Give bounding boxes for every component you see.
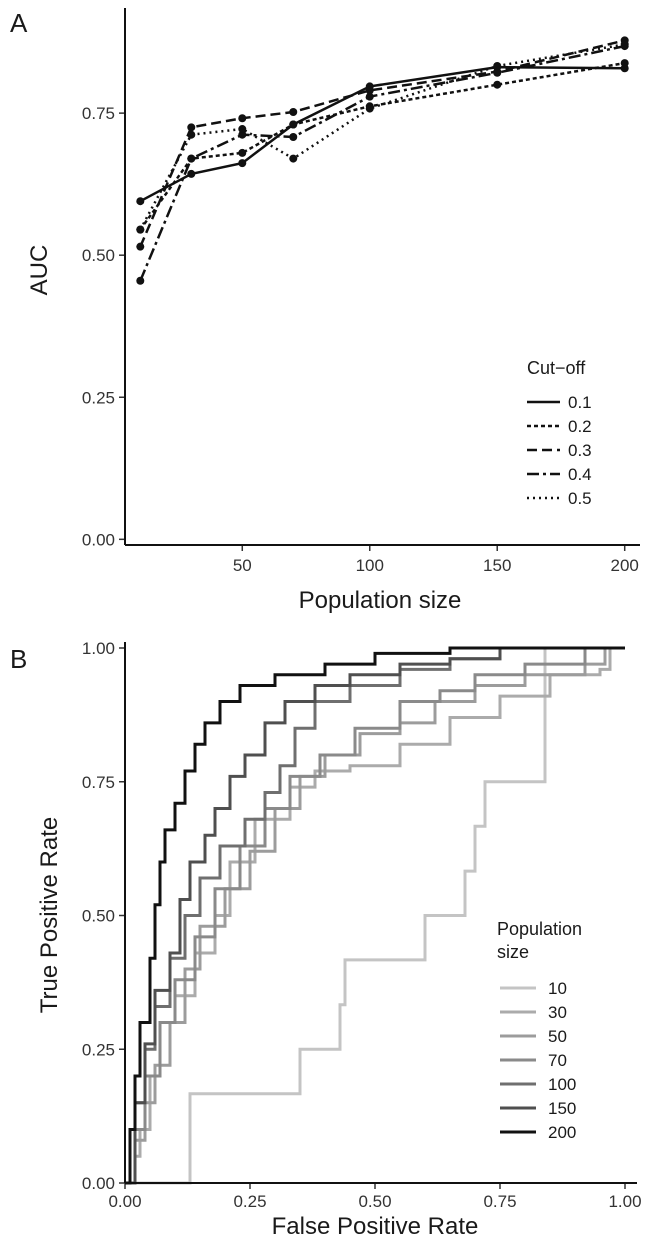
panel-a-point [136,225,145,234]
panel-a-point [493,80,502,89]
panel-a-point [238,130,247,139]
panel-b-roc-curve-10 [125,646,625,1185]
panel-b-roc-curve-150 [125,646,625,1185]
panel-b-legend-label-50: 50 [548,1027,567,1046]
panel-a-legend: Cut−off 0.1 0.2 0.3 0.4 0.5 [527,358,592,508]
panel-b-y-tick-label: 1.00 [82,639,115,658]
panel-a-series [136,36,629,285]
panel-a-y-tick-label: 0.50 [82,246,115,265]
panel-b-legend-label-10: 10 [548,979,567,998]
panel-a-point [365,86,374,95]
panel-a-line-0.5 [139,43,625,231]
panel-b-legend-title-line-1: Population [497,919,582,939]
panel-a-legend-label-0.3: 0.3 [568,441,592,460]
panel-a-y-tick-label: 0.00 [82,530,115,549]
panel-a-ticks: 0.00 0.25 0.50 0.75 50 100 150 200 [82,104,639,575]
panel-b-x-axis-label: False Positive Rate [272,1213,479,1240]
panel-a-axes [124,8,640,546]
panel-a-x-tick-label: 150 [483,556,511,575]
panel-b-legend-label-150: 150 [548,1099,576,1118]
panel-a-x-axis-label: Population size [299,587,462,614]
panel-a-point [187,169,196,178]
panel-b-legend-label-200: 200 [548,1123,576,1142]
panel-a-point [493,61,502,70]
panel-a-line-0.4 [139,44,625,282]
panel-b-x-tick-label: 0.75 [483,1192,516,1211]
panel-b-y-tick-label: 0.75 [82,773,115,792]
panel-a-x-tick-label: 50 [233,556,252,575]
panel-a-point [238,114,247,123]
panel-b-x-tick-label: 1.00 [608,1192,641,1211]
panel-a-line-0.1 [139,65,625,203]
panel-b: B 0.00 0.25 0.50 0.75 1.00 0.00 0.25 0.50 0.75 1.… [10,639,642,1240]
panel-a-point [238,125,247,134]
panel-a-legend-label-0.1: 0.1 [568,393,592,412]
panel-b-x-tick-label: 0.50 [358,1192,391,1211]
panel-a-point [136,276,145,285]
panel-a-y-tick-label: 0.75 [82,104,115,123]
panel-a-point [365,104,374,113]
panel-a-point [187,130,196,139]
panel-a-legend-label-0.2: 0.2 [568,417,592,436]
panel-b-label: B [10,644,27,674]
panel-b-roc-curve-200 [125,646,625,1185]
panel-b-axes [124,642,637,1184]
panel-a-x-tick-label: 200 [611,556,639,575]
panel-a-y-axis-label: AUC [26,245,53,296]
panel-a-y-tick-label: 0.25 [82,388,115,407]
panel-b-x-tick-label: 0.00 [108,1192,141,1211]
panel-a-point [289,120,298,129]
panel-b-legend-title: Population size [497,919,587,962]
panel-b-legend-label-70: 70 [548,1051,567,1070]
panel-b-x-tick-label: 0.25 [233,1192,266,1211]
panel-a-x-tick-label: 100 [356,556,384,575]
panel-a-label: A [10,8,28,38]
panel-a-legend-title: Cut−off [527,358,586,378]
panel-a-point [136,242,145,251]
panel-a-point [289,107,298,116]
panel-a-series-0.5 [136,40,629,234]
panel-b-y-tick-label: 0.50 [82,907,115,926]
panel-a-legend-label-0.5: 0.5 [568,489,592,508]
panel-a-line-0.2 [139,61,625,231]
panel-a-point [238,148,247,157]
panel-a-legend-label-0.4: 0.4 [568,465,592,484]
panel-b-legend: Population size 10 30 50 70 100 150 200 [497,919,587,1142]
panel-b-series [125,646,625,1185]
panel-a-point [187,154,196,163]
panel-a-point [620,59,629,68]
panel-b-legend-label-30: 30 [548,1003,567,1022]
panel-b-y-tick-label: 0.00 [82,1174,115,1193]
panel-b-roc-curve-70 [125,646,625,1185]
panel-b-y-axis-label: True Positive Rate [36,817,63,1014]
panel-b-legend-title-line-2: size [497,942,529,962]
panel-a-point [238,159,247,168]
panel-a-line-0.3 [139,39,625,248]
panel-a-point [493,68,502,77]
panel-b-legend-label-100: 100 [548,1075,576,1094]
panel-a-point [136,197,145,206]
panel-b-y-tick-label: 0.25 [82,1040,115,1059]
panel-a-point [187,123,196,132]
panel-a-series-0.1 [136,63,629,206]
panel-a-series-0.4 [136,42,629,285]
panel-a-point [620,40,629,49]
panel-a: A 0.00 0.25 0.50 0.75 50 100 150 200 Population… [10,8,640,614]
panel-a-point [365,92,374,101]
panel-a-point [289,132,298,141]
panel-a-point [289,154,298,163]
panel-b-ticks: 0.00 0.25 0.50 0.75 1.00 0.00 0.25 0.50 0.75 1.00 [82,639,642,1211]
